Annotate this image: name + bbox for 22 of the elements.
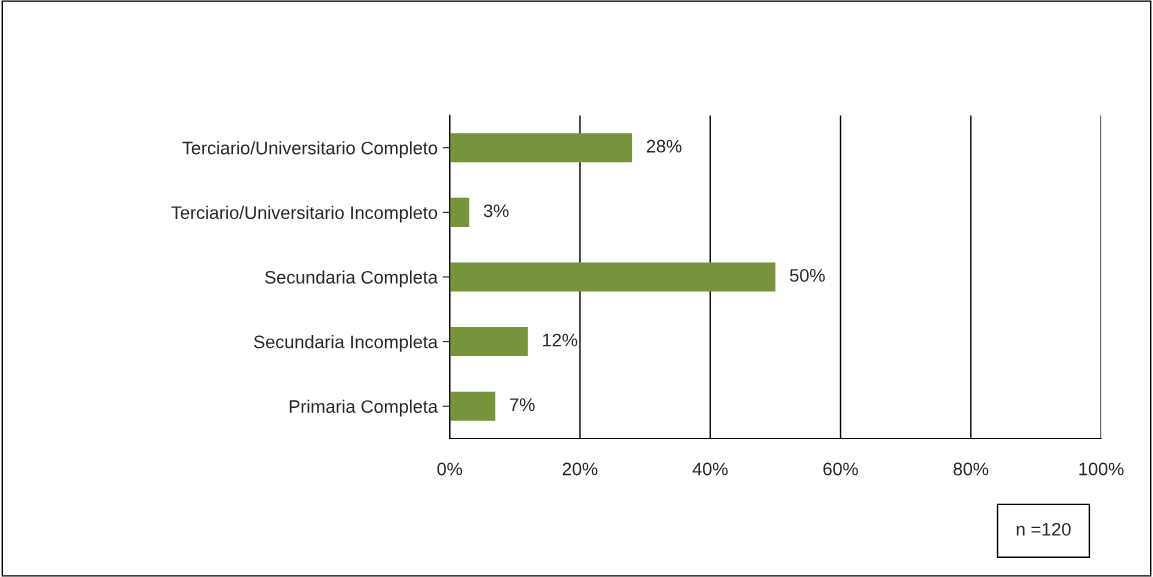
text: n =120 — [1016, 522, 1071, 536]
data-label: 28% — [646, 139, 682, 153]
y-tick-label: Terciario/Universitario Incompleto — [171, 205, 438, 223]
x-tick-label: 20% — [562, 462, 598, 476]
data-label: 7% — [510, 398, 535, 411]
x-tick-label: 0% — [437, 462, 463, 476]
y-tick-label: Terciario/Universitario Completo — [182, 141, 438, 158]
x-tick-label: 80% — [953, 462, 989, 476]
bar — [449, 197, 470, 227]
data-label: 3% — [483, 204, 509, 218]
bar — [449, 133, 633, 163]
y-tick-label: Primaria Completa — [289, 399, 438, 417]
y-tick-label: Secundaria Incompleta — [254, 335, 438, 352]
bar — [449, 262, 776, 292]
bar — [449, 391, 496, 421]
y-tick-label: Secundaria Completa — [265, 270, 438, 288]
x-tick-label: 100% — [1079, 462, 1124, 476]
x-tick-label: 60% — [823, 462, 858, 476]
data-label: 12% — [543, 333, 578, 347]
bar — [449, 327, 528, 357]
x-tick-label: 40% — [692, 462, 728, 476]
data-label: 50% — [790, 269, 825, 282]
